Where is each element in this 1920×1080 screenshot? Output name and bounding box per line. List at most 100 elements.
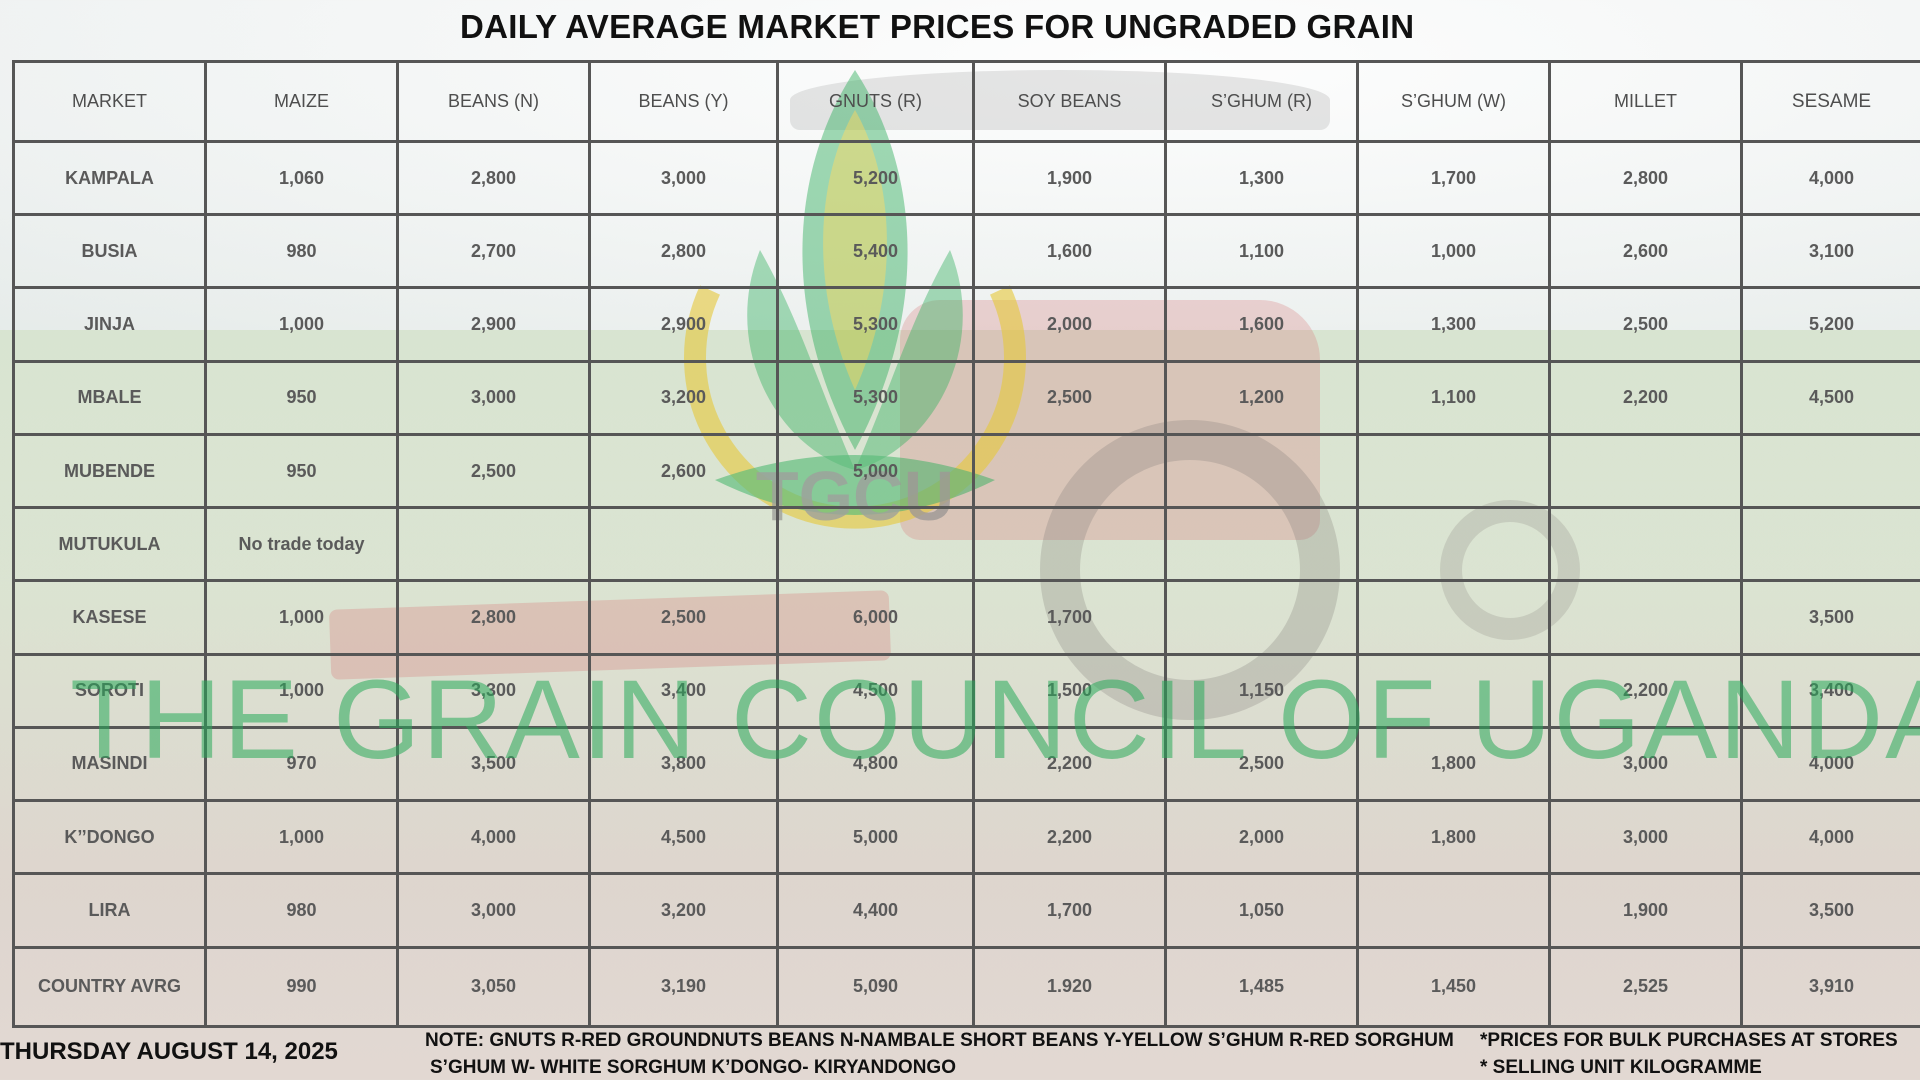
price-cell: 2,700 xyxy=(396,213,591,290)
price-cell: 2,900 xyxy=(396,286,591,363)
price-cell: 1,450 xyxy=(1356,945,1551,1029)
price-cell: 3,000 xyxy=(1548,725,1743,803)
price-cell: 3,050 xyxy=(396,945,591,1029)
price-cell: 1,700 xyxy=(972,579,1167,656)
price-cell: 2,000 xyxy=(972,286,1167,363)
price-cell xyxy=(1548,579,1743,656)
note-line-1: NOTE: GNUTS R-RED GROUNDNUTS BEANS N-NAM… xyxy=(425,1030,1454,1051)
table-row: MASINDI 970 3,500 3,800 4,800 2,200 2,500 1,800… xyxy=(12,725,1920,803)
market-name-cell: MASINDI xyxy=(12,725,207,803)
table-row: K’’DONGO 1,000 4,000 4,500 5,000 2,200 2,000 1,… xyxy=(12,799,1920,876)
price-cell: 2,800 xyxy=(588,213,779,290)
price-cell: 2,500 xyxy=(588,579,779,656)
price-cell: 3,000 xyxy=(396,872,591,949)
price-cell: 3,000 xyxy=(396,359,591,436)
price-cell xyxy=(972,432,1167,510)
market-name-cell: BUSIA xyxy=(12,213,207,290)
price-cell: 950 xyxy=(204,432,399,510)
column-header: S’GHUM (R) xyxy=(1164,60,1359,143)
price-cell: 2,200 xyxy=(1548,652,1743,729)
column-header: SOY BEANS xyxy=(972,60,1167,143)
price-cell: 2,900 xyxy=(588,286,779,363)
price-cell: 3,190 xyxy=(588,945,779,1029)
price-cell xyxy=(1548,506,1743,583)
price-cell: 2,000 xyxy=(1164,799,1359,876)
price-cell: 2,800 xyxy=(1548,139,1743,217)
price-cell: 2,525 xyxy=(1548,945,1743,1029)
price-cell: 5,300 xyxy=(776,359,975,436)
price-cell: 5,090 xyxy=(776,945,975,1029)
market-name-cell: KAMPALA xyxy=(12,139,207,217)
price-cell: 1,485 xyxy=(1164,945,1359,1029)
table-row: SOROTI 1,000 3,300 3,400 4,500 1,500 1,150 2,20… xyxy=(12,652,1920,729)
price-cell: 990 xyxy=(204,945,399,1029)
price-cell xyxy=(1740,432,1920,510)
country-average-row: COUNTRY AVRG 990 3,050 3,190 5,090 1.920 1,485… xyxy=(12,945,1920,1029)
report-date: THURSDAY AUGUST 14, 2025 xyxy=(0,1038,338,1065)
market-name-cell: MUTUKULA xyxy=(12,506,207,583)
price-cell: 1,900 xyxy=(972,139,1167,217)
price-cell xyxy=(1164,432,1359,510)
price-cell: 3,910 xyxy=(1740,945,1920,1029)
price-cell: 3,500 xyxy=(1740,872,1920,949)
price-cell xyxy=(972,506,1167,583)
market-name-cell: JINJA xyxy=(12,286,207,363)
table-row: KASESE 1,000 2,800 2,500 6,000 1,700 3,500 xyxy=(12,579,1920,656)
price-cell: 1,150 xyxy=(1164,652,1359,729)
price-cell xyxy=(1164,579,1359,656)
table-row: MUBENDE 950 2,500 2,600 5,000 xyxy=(12,432,1920,510)
price-cell: 4,500 xyxy=(776,652,975,729)
price-cell: No trade today xyxy=(204,506,399,583)
price-cell: 2,600 xyxy=(1548,213,1743,290)
price-cell xyxy=(396,506,591,583)
price-cell: 3,500 xyxy=(396,725,591,803)
column-header: MILLET xyxy=(1548,60,1743,143)
column-header: MARKET xyxy=(12,60,207,143)
price-table: MARKET MAIZE BEANS (N) BEANS (Y) GNUTS (… xyxy=(12,60,1920,1029)
table-row: BUSIA 980 2,700 2,800 5,400 1,600 1,100 1,000 2,… xyxy=(12,213,1920,290)
price-cell: 5,400 xyxy=(776,213,975,290)
price-cell xyxy=(776,506,975,583)
price-cell: 1,700 xyxy=(1356,139,1551,217)
price-cell: 3,200 xyxy=(588,359,779,436)
price-cell: 2,200 xyxy=(972,725,1167,803)
table-body: KAMPALA 1,060 2,800 3,000 5,200 1,900 1,300 1,7… xyxy=(12,139,1920,1029)
price-cell: 3,000 xyxy=(1548,799,1743,876)
price-cell: 4,400 xyxy=(776,872,975,949)
note-bulk-purchases: *PRICES FOR BULK PURCHASES AT STORES xyxy=(1480,1030,1898,1051)
price-cell: 2,800 xyxy=(396,579,591,656)
price-cell: 4,000 xyxy=(1740,139,1920,217)
market-name-cell: COUNTRY AVRG xyxy=(12,945,207,1029)
price-cell: 5,200 xyxy=(1740,286,1920,363)
price-cell: 970 xyxy=(204,725,399,803)
price-cell: 3,300 xyxy=(396,652,591,729)
market-name-cell: KASESE xyxy=(12,579,207,656)
price-cell: 1,000 xyxy=(204,286,399,363)
price-cell: 1,100 xyxy=(1164,213,1359,290)
price-cell: 1,000 xyxy=(204,652,399,729)
price-cell: 2,800 xyxy=(396,139,591,217)
price-cell: 1,000 xyxy=(1356,213,1551,290)
price-cell: 1,300 xyxy=(1164,139,1359,217)
price-cell: 5,200 xyxy=(776,139,975,217)
price-cell: 3,100 xyxy=(1740,213,1920,290)
table-row: MUTUKULA No trade today xyxy=(12,506,1920,583)
price-cell: 1,000 xyxy=(204,799,399,876)
price-cell: 980 xyxy=(204,872,399,949)
price-cell: 4,000 xyxy=(1740,725,1920,803)
price-cell: 2,200 xyxy=(972,799,1167,876)
price-cell xyxy=(1356,432,1551,510)
price-cell xyxy=(588,506,779,583)
column-header: SESAME xyxy=(1740,60,1920,143)
column-header: GNUTS (R) xyxy=(776,60,975,143)
price-cell: 3,400 xyxy=(588,652,779,729)
price-cell: 2,500 xyxy=(396,432,591,510)
column-header: S’GHUM (W) xyxy=(1356,60,1551,143)
price-cell: 1,600 xyxy=(1164,286,1359,363)
market-name-cell: LIRA xyxy=(12,872,207,949)
price-cell: 5,000 xyxy=(776,432,975,510)
price-cell: 2,600 xyxy=(588,432,779,510)
column-header: BEANS (Y) xyxy=(588,60,779,143)
price-cell: 1,050 xyxy=(1164,872,1359,949)
price-cell: 1,900 xyxy=(1548,872,1743,949)
